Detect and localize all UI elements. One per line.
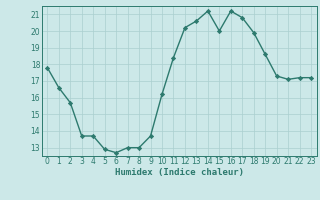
X-axis label: Humidex (Indice chaleur): Humidex (Indice chaleur)	[115, 168, 244, 177]
